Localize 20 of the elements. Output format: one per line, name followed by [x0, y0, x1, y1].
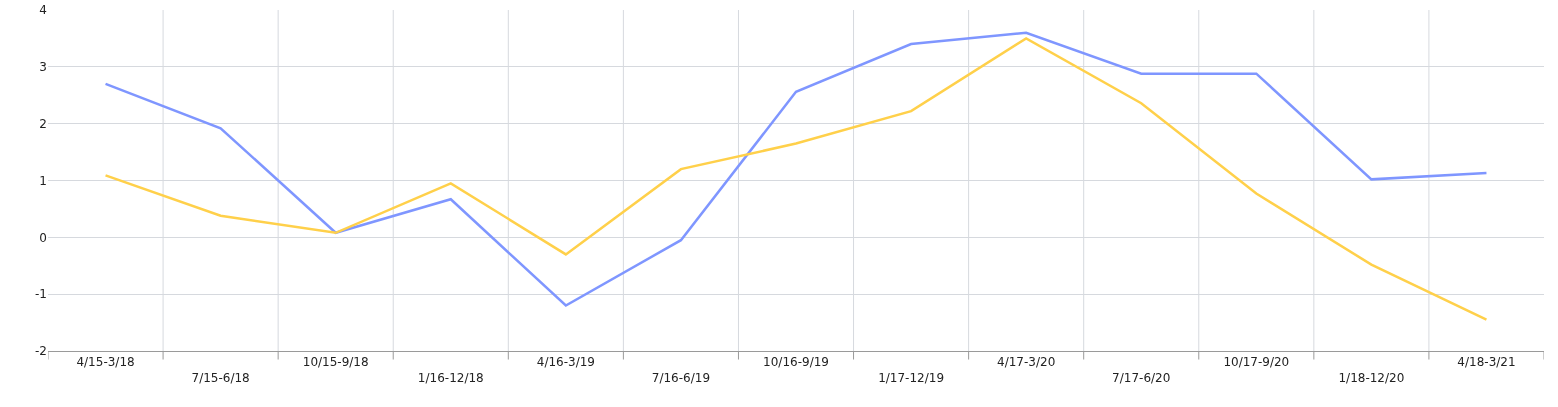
x-tick-label: 10/15-9/18 [302, 355, 369, 370]
x-tick-label: 1/18-12/20 [1338, 371, 1405, 385]
y-tick-label: -1 [35, 287, 47, 302]
x-tick-label: 10/17-9/20 [1223, 355, 1290, 370]
x-tick-label: 7/17-6/20 [1112, 371, 1171, 385]
x-tick-label: 4/17-3/20 [997, 355, 1056, 370]
x-tick-label: 7/15-6/18 [191, 371, 250, 385]
x-tick-label: 4/18-3/21 [1457, 355, 1516, 370]
x-tick-label: 4/16-3/19 [536, 355, 595, 370]
y-tick-label: 3 [39, 60, 47, 75]
y-tick-label: 2 [39, 116, 47, 131]
x-tick-label: 1/17-12/19 [878, 371, 945, 385]
x-tick-label: 1/16-12/18 [417, 371, 484, 385]
y-tick-label: 0 [39, 230, 47, 245]
x-tick-label: 7/16-6/19 [651, 371, 711, 385]
y-tick-label: -2 [35, 344, 47, 359]
y-tick-label: 4 [39, 3, 47, 18]
x-tick-label: 4/15-3/18 [76, 355, 135, 370]
x-tick-label: 10/16-9/19 [763, 355, 829, 370]
y-tick-label: 1 [39, 173, 47, 188]
